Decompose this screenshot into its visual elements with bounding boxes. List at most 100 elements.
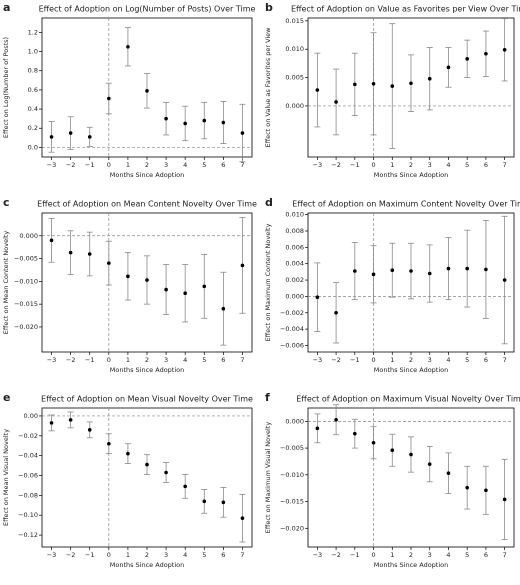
x-tick-label: 5 <box>202 551 206 559</box>
x-tick-label: 0 <box>371 161 375 169</box>
point <box>49 135 54 139</box>
point <box>484 488 488 493</box>
y-tick-label: −0.015 <box>280 498 304 506</box>
point <box>240 131 245 135</box>
y-tick-label: −0.02 <box>18 432 38 440</box>
x-tick-label: 2 <box>409 161 413 169</box>
x-tick-label: 1 <box>390 356 394 364</box>
point <box>446 471 451 476</box>
point <box>390 84 395 88</box>
x-tick-label: 6 <box>221 551 225 559</box>
point <box>371 272 376 277</box>
point <box>446 65 451 70</box>
y-tick-label: 0.00 <box>24 412 38 420</box>
x-axis-label: Months Since Adoption <box>110 561 185 569</box>
y-tick-label: 0.004 <box>285 260 304 268</box>
x-tick-label: 7 <box>240 551 244 559</box>
point <box>221 120 226 125</box>
point <box>126 451 130 456</box>
y-tick-label: −0.005 <box>14 255 38 263</box>
x-tick-label: 4 <box>446 161 450 169</box>
x-tick-label: −2 <box>66 356 76 364</box>
y-tick-label: 0.010 <box>285 211 304 219</box>
panel-letter: c <box>3 196 10 209</box>
point <box>484 51 488 56</box>
point <box>240 263 245 268</box>
y-axis-label: Effect on Mean Visual Novelty <box>2 429 10 526</box>
y-tick-label: 0.015 <box>285 17 304 25</box>
point <box>371 82 376 86</box>
x-tick-label: 1 <box>126 161 130 169</box>
point <box>183 484 187 489</box>
x-tick-label: 6 <box>221 161 225 169</box>
plot-frame <box>307 407 515 548</box>
point <box>202 499 207 504</box>
x-tick-label: −1 <box>350 161 360 169</box>
point <box>107 261 111 265</box>
y-tick-label: −0.004 <box>280 325 304 333</box>
point <box>427 76 432 81</box>
point <box>183 291 187 296</box>
x-tick-label: 0 <box>107 551 111 559</box>
x-tick-label: 4 <box>183 161 187 169</box>
point <box>315 88 320 92</box>
point <box>49 238 54 243</box>
x-tick-label: 3 <box>164 551 168 559</box>
x-tick-label: 4 <box>183 551 187 559</box>
point <box>164 116 168 121</box>
y-tick-label: 0.2 <box>28 124 38 132</box>
x-tick-label: 3 <box>428 356 432 364</box>
y-tick-label: −0.006 <box>280 341 304 349</box>
y-axis-label: Effect on Maximum Content Novelty <box>264 223 272 341</box>
x-axis-label: Months Since Adoption <box>374 366 449 374</box>
point <box>390 448 395 453</box>
x-tick-label: 7 <box>503 551 507 559</box>
panel-letter: d <box>265 196 273 209</box>
point <box>68 250 73 255</box>
x-tick-label: −2 <box>331 551 341 559</box>
x-tick-label: −2 <box>66 551 76 559</box>
x-tick-label: 4 <box>446 356 450 364</box>
panel-letter: b <box>265 1 273 14</box>
chart-title: Effect of Adoption on Value as Favorites… <box>291 5 520 14</box>
point <box>334 100 338 104</box>
y-tick-label: −0.005 <box>280 444 304 452</box>
x-tick-label: 2 <box>145 551 149 559</box>
y-tick-label: −0.06 <box>18 472 38 480</box>
x-axis-label: Months Since Adoption <box>374 171 449 179</box>
point <box>164 287 168 292</box>
y-tick-label: −0.010 <box>14 277 38 285</box>
x-tick-label: 2 <box>409 551 413 559</box>
y-tick-label: 0.0 <box>28 143 38 151</box>
x-tick-label: 7 <box>503 161 507 169</box>
point <box>465 57 469 61</box>
chart-title: Effect of Adoption on Maximum Visual Nov… <box>296 395 520 404</box>
x-tick-label: 0 <box>371 356 375 364</box>
panel-letter: a <box>3 1 10 14</box>
chart-title: Effect of Adoption on Maximum Content No… <box>292 200 520 209</box>
point <box>502 47 507 52</box>
y-axis-label: Effect on Value as Favorites per View <box>264 27 272 148</box>
point <box>427 271 432 276</box>
x-tick-label: 1 <box>390 551 394 559</box>
y-tick-label: 0.4 <box>28 105 38 113</box>
point <box>221 500 226 505</box>
y-tick-label: 0.000 <box>285 417 304 425</box>
panel-letter: f <box>265 391 270 404</box>
point <box>465 266 469 271</box>
x-tick-label: 4 <box>446 551 450 559</box>
x-tick-label: 7 <box>503 356 507 364</box>
point <box>145 89 149 93</box>
point <box>87 428 92 432</box>
y-axis-label: Effect on Log(Number of Posts) <box>2 37 10 138</box>
y-tick-label: 1.2 <box>28 28 38 36</box>
y-tick-label: −0.020 <box>280 524 304 532</box>
x-tick-label: −1 <box>85 551 95 559</box>
x-tick-label: 5 <box>465 356 469 364</box>
point <box>164 470 168 475</box>
point <box>87 135 92 139</box>
y-tick-label: 0.000 <box>285 292 304 300</box>
y-tick-label: −0.04 <box>18 452 38 460</box>
point <box>353 82 357 87</box>
